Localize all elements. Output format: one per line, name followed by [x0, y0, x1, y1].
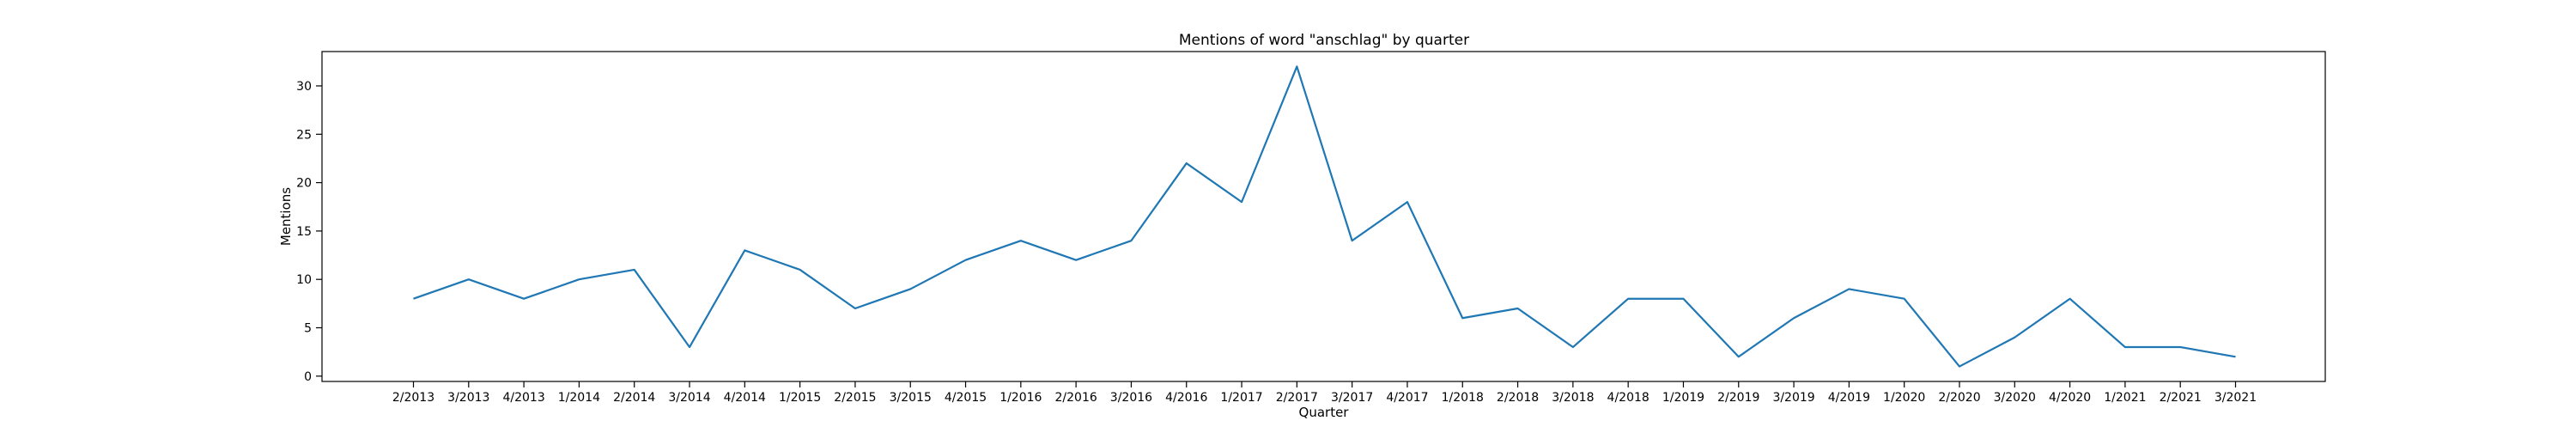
x-tick-label: 4/2019 — [1828, 391, 1870, 405]
x-tick-label: 3/2016 — [1110, 391, 1152, 405]
x-tick-label: 2/2013 — [392, 391, 434, 405]
x-tick-label: 4/2013 — [502, 391, 544, 405]
y-tick-label: 10 — [296, 273, 312, 287]
y-tick-label: 30 — [296, 80, 312, 94]
x-tick-label: 4/2018 — [1607, 391, 1649, 405]
x-axis-label: Quarter — [1299, 405, 1350, 420]
x-tick-label: 3/2020 — [1994, 391, 2036, 405]
y-tick-label: 0 — [304, 370, 312, 384]
y-axis: 0 5 10 15 20 25 30 — [296, 80, 322, 384]
x-tick-label: 1/2019 — [1662, 391, 1704, 405]
x-tick-label: 2/2014 — [613, 391, 655, 405]
x-tick-label: 4/2014 — [724, 391, 766, 405]
x-tick-label: 3/2019 — [1772, 391, 1814, 405]
x-tick-label: 3/2017 — [1331, 391, 1373, 405]
x-tick-label: 2/2016 — [1055, 391, 1097, 405]
x-tick-label: 2/2018 — [1497, 391, 1539, 405]
x-tick-label: 3/2014 — [668, 391, 710, 405]
plot-area-frame — [321, 51, 2326, 382]
x-tick-label: 4/2020 — [2049, 391, 2091, 405]
x-tick-label: 1/2014 — [558, 391, 600, 405]
y-tick-label: 20 — [296, 177, 312, 191]
x-tick-label: 1/2016 — [999, 391, 1042, 405]
x-tick-label: 4/2016 — [1165, 391, 1207, 405]
x-tick-label: 3/2015 — [890, 391, 932, 405]
x-tick-label: 4/2017 — [1386, 391, 1428, 405]
x-tick-label: 1/2021 — [2104, 391, 2146, 405]
x-tick-label: 2/2015 — [834, 391, 876, 405]
chart-title: Mentions of word "anschlag" by quarter — [1179, 32, 1469, 49]
x-tick-label: 2/2017 — [1276, 391, 1318, 405]
x-tick-label: 1/2017 — [1220, 391, 1262, 405]
x-tick-label: 1/2018 — [1442, 391, 1484, 405]
y-tick-label: 15 — [296, 225, 312, 239]
x-tick-label: 4/2015 — [945, 391, 987, 405]
x-axis: 2/2013 3/2013 4/2013 1/2014 2/2014 3/2014 4/20… — [392, 381, 2257, 405]
x-tick-label: 2/2020 — [1938, 391, 1980, 405]
y-axis-label: Mentions — [278, 187, 294, 246]
y-tick-label: 5 — [304, 322, 312, 336]
y-tick-label: 25 — [296, 128, 312, 142]
x-tick-label: 3/2021 — [2215, 391, 2257, 405]
series-line — [413, 65, 2236, 368]
x-tick-label: 1/2020 — [1883, 391, 1925, 405]
x-tick-label: 1/2015 — [779, 391, 821, 405]
x-tick-label: 3/2013 — [447, 391, 489, 405]
x-tick-label: 2/2019 — [1717, 391, 1759, 405]
x-tick-label: 2/2021 — [2160, 391, 2202, 405]
x-tick-label: 3/2018 — [1552, 391, 1594, 405]
